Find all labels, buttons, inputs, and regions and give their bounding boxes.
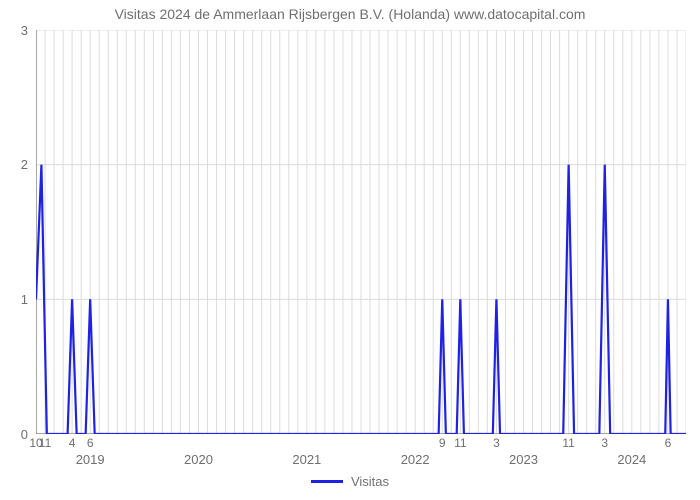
x-tick-year-label: 2021 — [292, 452, 321, 467]
chart-container: Visitas 2024 de Ammerlaan Rijsbergen B.V… — [0, 0, 700, 500]
x-tick-year-label: 2019 — [76, 452, 105, 467]
legend-label: Visitas — [351, 474, 389, 489]
y-tick-label: 3 — [0, 23, 28, 38]
x-tick-year-label: 2024 — [617, 452, 646, 467]
legend: Visitas — [0, 474, 700, 489]
x-tick-month-label: 11 — [39, 436, 51, 450]
y-tick-label: 2 — [0, 157, 28, 172]
x-tick-month-label: 4 — [69, 436, 76, 450]
x-tick-month-label: 6 — [665, 436, 672, 450]
x-tick-year-label: 2023 — [509, 452, 538, 467]
x-tick-year-label: 2022 — [401, 452, 430, 467]
plot-area — [36, 30, 686, 434]
x-tick-month-label: 3 — [601, 436, 608, 450]
x-tick-month-label: 11 — [562, 436, 574, 450]
x-tick-month-label: 6 — [87, 436, 94, 450]
x-tick-year-label: 2020 — [184, 452, 213, 467]
x-tick-month-label: 11 — [454, 436, 466, 450]
x-tick-month-label: 3 — [493, 436, 500, 450]
chart-title: Visitas 2024 de Ammerlaan Rijsbergen B.V… — [0, 6, 700, 22]
y-tick-label: 1 — [0, 292, 28, 307]
x-tick-month-label: 9 — [439, 436, 446, 450]
legend-swatch — [311, 480, 343, 483]
y-tick-label: 0 — [0, 427, 28, 442]
